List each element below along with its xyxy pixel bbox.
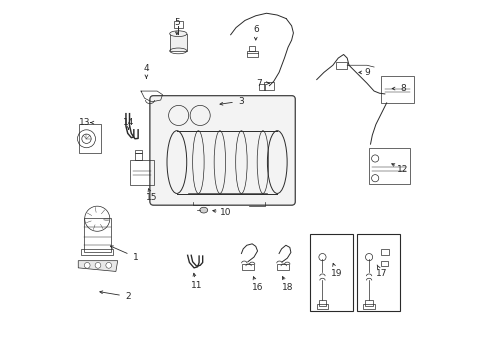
Bar [84, 218, 111, 252]
Bar [242, 264, 254, 270]
Text: 4: 4 [144, 64, 149, 73]
Bar [381, 249, 389, 255]
Text: 5: 5 [174, 18, 180, 27]
Text: 10: 10 [220, 208, 231, 217]
Bar [337, 62, 347, 69]
Text: 6: 6 [253, 25, 259, 34]
Text: 11: 11 [191, 281, 202, 290]
Circle shape [106, 262, 112, 268]
Text: 14: 14 [123, 118, 134, 127]
Text: 9: 9 [364, 68, 370, 77]
Bar [135, 153, 142, 159]
Bar [364, 304, 375, 309]
Bar [381, 261, 388, 266]
Text: 7: 7 [256, 79, 262, 88]
Text: 2: 2 [125, 292, 131, 301]
Bar [81, 249, 113, 255]
Circle shape [84, 262, 90, 268]
Bar [310, 234, 353, 311]
Text: 8: 8 [400, 84, 406, 93]
Bar [277, 264, 289, 270]
Bar [357, 234, 400, 311]
Bar [249, 46, 255, 50]
Text: 17: 17 [375, 269, 387, 278]
Text: 13: 13 [78, 118, 90, 127]
Bar [381, 76, 414, 103]
Polygon shape [78, 261, 118, 271]
Ellipse shape [200, 207, 208, 213]
Ellipse shape [170, 31, 187, 37]
Bar [247, 50, 258, 57]
Bar [317, 304, 328, 309]
Bar [135, 149, 142, 153]
Bar [79, 125, 101, 153]
Bar [365, 300, 373, 306]
Bar [318, 300, 326, 306]
Bar [368, 148, 410, 184]
Text: 18: 18 [282, 283, 294, 292]
Bar [129, 159, 154, 185]
Bar [259, 84, 265, 90]
Text: 15: 15 [146, 193, 157, 202]
Circle shape [95, 262, 101, 268]
Text: 3: 3 [239, 96, 245, 105]
Bar [174, 22, 183, 28]
Bar [264, 82, 274, 90]
Text: 12: 12 [397, 165, 409, 174]
FancyBboxPatch shape [150, 96, 295, 205]
Text: 16: 16 [252, 283, 263, 292]
Text: 1: 1 [133, 253, 139, 262]
Text: 19: 19 [331, 269, 342, 278]
Bar [170, 34, 187, 51]
